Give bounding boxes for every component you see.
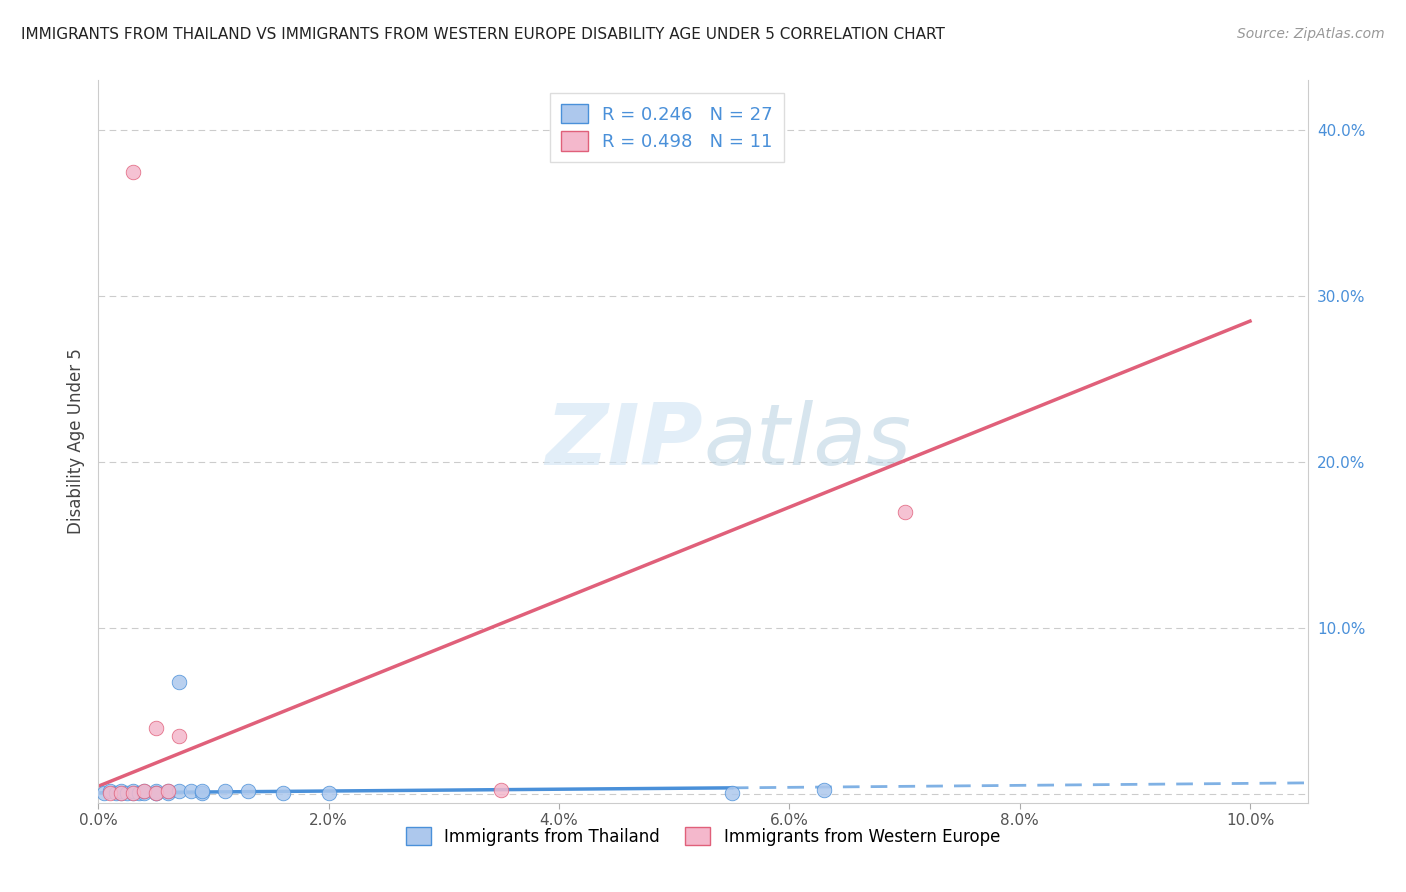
Point [98,784,121,798]
Point [122,786,145,800]
Point [156,786,179,800]
Point [134,786,156,800]
Point [156,784,179,798]
Point [491,782,513,797]
Point [145,721,167,735]
Text: atlas: atlas [703,400,911,483]
Point [128,786,150,800]
Legend: Immigrants from Thailand, Immigrants from Western Europe: Immigrants from Thailand, Immigrants fro… [399,821,1007,852]
Point [134,784,156,798]
Point [167,730,190,744]
Point [191,786,214,800]
Y-axis label: Disability Age Under 5: Disability Age Under 5 [66,349,84,534]
Text: ZIP: ZIP [546,400,703,483]
Point [122,164,145,178]
Point [122,784,145,798]
Text: Source: ZipAtlas.com: Source: ZipAtlas.com [1237,27,1385,41]
Point [145,786,167,800]
Point [813,782,835,797]
Point [110,786,132,800]
Point [893,505,915,519]
Point [318,786,340,800]
Point [145,786,167,800]
Point [145,786,167,800]
Point [167,674,190,689]
Point [191,784,214,798]
Text: IMMIGRANTS FROM THAILAND VS IMMIGRANTS FROM WESTERN EUROPE DISABILITY AGE UNDER : IMMIGRANTS FROM THAILAND VS IMMIGRANTS F… [21,27,945,42]
Point [98,786,121,800]
Point [271,786,294,800]
Point [104,786,127,800]
Point [156,784,179,798]
Point [145,784,167,798]
Point [167,784,190,798]
Point [93,786,115,800]
Point [110,786,132,800]
Point [122,786,145,800]
Point [720,786,742,800]
Point [236,784,259,798]
Point [115,786,138,800]
Point [110,784,132,798]
Point [180,784,202,798]
Point [134,784,156,798]
Point [214,784,236,798]
